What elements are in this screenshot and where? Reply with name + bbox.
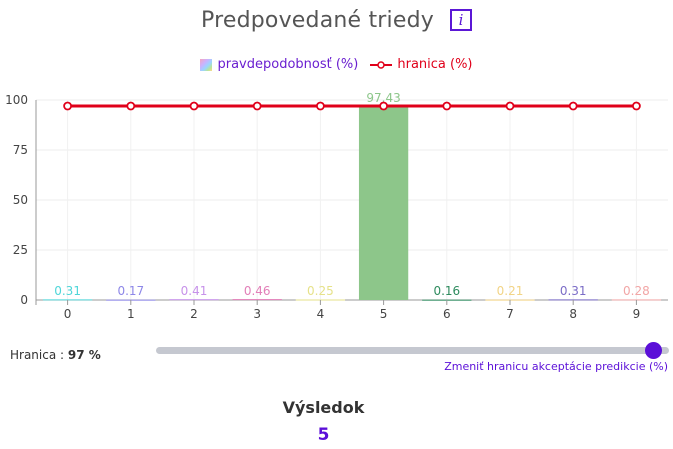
- legend-probability-label: pravdepodobnosť (%): [217, 57, 359, 72]
- bar-class-2: [169, 299, 219, 301]
- threshold-point: [632, 101, 641, 111]
- x-tick-label: 0: [64, 307, 72, 321]
- bar-data-label: 97.43: [366, 91, 400, 105]
- bar-data-label: 0.31: [560, 284, 587, 298]
- bar-data-label: 0.31: [54, 284, 81, 298]
- x-tick-label: 3: [253, 307, 261, 321]
- bar-data-label: 0.46: [244, 284, 271, 298]
- probability-chart: 02550751000.3100.1710.4120.4630.25497.43…: [5, 91, 668, 321]
- x-tick-label: 7: [506, 307, 514, 321]
- threshold-label: Hranica :: [10, 348, 65, 362]
- bar-class-8: [548, 299, 598, 301]
- bar-data-label: 0.21: [497, 284, 524, 298]
- bar-data-label: 0.28: [623, 284, 650, 298]
- bar-data-label: 0.17: [117, 284, 144, 298]
- bar-class-3: [232, 299, 282, 301]
- info-icon[interactable]: i: [449, 9, 472, 31]
- bar-class-9: [611, 299, 662, 301]
- x-tick-label: 4: [317, 307, 325, 321]
- legend-threshold-label: hranica (%): [397, 57, 473, 72]
- page-title: Predpovedané triedy: [201, 7, 434, 33]
- bar-data-label: 0.25: [307, 284, 334, 298]
- threshold-point: [442, 101, 452, 111]
- threshold-slider[interactable]: [156, 342, 669, 359]
- x-tick-label: 6: [443, 307, 451, 321]
- chart-legend: pravdepodobnosť (%) hranica (%): [0, 57, 673, 72]
- result-title: Výsledok: [282, 398, 365, 417]
- threshold-readout: Hranica : 97 %: [10, 348, 101, 362]
- threshold-line-icon: [370, 60, 393, 69]
- threshold-point: [505, 101, 515, 111]
- threshold-point: [63, 101, 72, 111]
- x-tick-label: 9: [633, 307, 641, 321]
- threshold-point: [252, 101, 262, 111]
- y-tick-label: 75: [13, 143, 28, 157]
- bar-class-0: [42, 299, 93, 301]
- x-tick-label: 1: [127, 307, 135, 321]
- threshold-value: 97 %: [67, 348, 101, 362]
- header: Predpovedané triedy i: [0, 4, 673, 36]
- threshold-point: [315, 101, 325, 111]
- x-tick-label: 5: [380, 307, 388, 321]
- legend-item-threshold[interactable]: hranica (%): [370, 57, 473, 72]
- y-tick-label: 25: [13, 243, 28, 257]
- bar-data-label: 0.41: [181, 284, 208, 298]
- threshold-slider-thumb[interactable]: [645, 342, 663, 359]
- probability-swatch-icon: [200, 58, 213, 71]
- threshold-point: [568, 101, 578, 111]
- y-tick-label: 50: [13, 193, 28, 207]
- y-tick-label: 100: [5, 93, 28, 107]
- result-value: 5: [317, 425, 330, 445]
- x-tick-label: 2: [190, 307, 198, 321]
- y-tick-label: 0: [20, 293, 28, 307]
- threshold-point: [126, 101, 136, 111]
- x-tick-label: 8: [569, 307, 577, 321]
- threshold-point: [379, 101, 389, 111]
- threshold-slider-hint: Zmeniť hranicu akceptácie predikcie (%): [444, 360, 668, 373]
- bar-data-label: 0.16: [433, 284, 460, 298]
- threshold-point: [189, 101, 199, 111]
- bar-class-5: [358, 105, 409, 300]
- legend-item-probability[interactable]: pravdepodobnosť (%): [200, 57, 358, 72]
